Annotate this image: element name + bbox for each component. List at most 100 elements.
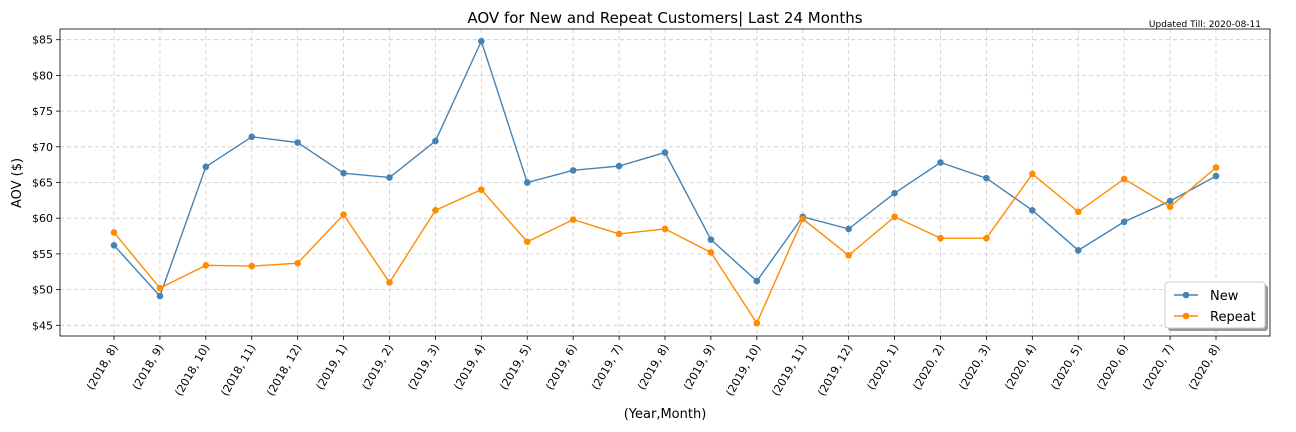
data-point xyxy=(937,159,944,166)
data-point xyxy=(432,207,439,214)
x-tick-label: (2020, 8) xyxy=(1186,342,1223,392)
x-tick-label: (2019, 2) xyxy=(360,342,397,392)
data-point xyxy=(294,259,301,267)
data-point xyxy=(615,162,623,170)
data-point xyxy=(156,284,164,292)
x-tick-label: (2019, 9) xyxy=(681,342,718,392)
data-point xyxy=(983,234,990,242)
data-point xyxy=(707,236,715,243)
data-point xyxy=(707,249,715,256)
x-tick-label: (2019, 8) xyxy=(635,342,672,392)
x-tick-label: (2019, 6) xyxy=(543,342,580,392)
data-point xyxy=(1029,170,1036,178)
data-point xyxy=(478,186,485,193)
data-point xyxy=(248,262,256,270)
x-tick-label: (2019, 10) xyxy=(723,342,763,398)
data-point xyxy=(478,37,485,45)
data-point xyxy=(432,137,439,145)
data-point xyxy=(661,225,669,233)
legend-label: New xyxy=(1210,289,1239,304)
data-point xyxy=(340,169,347,177)
data-point xyxy=(799,215,807,223)
grid-lines xyxy=(60,29,1270,336)
data-point xyxy=(845,252,852,259)
data-point xyxy=(1120,218,1128,226)
data-point xyxy=(891,189,898,197)
data-point xyxy=(340,211,347,218)
legend: New Repeat xyxy=(1164,281,1268,331)
x-tick-label: (2019, 4) xyxy=(451,342,488,392)
y-tick-label: $65 xyxy=(32,177,53,190)
x-tick-label: (2020, 6) xyxy=(1094,342,1131,392)
y-tick-label: $50 xyxy=(32,284,53,297)
legend-swatch-marker xyxy=(1182,291,1190,299)
x-tick-label: (2018, 12) xyxy=(264,342,304,398)
x-tick-label: (2018, 8) xyxy=(84,342,121,392)
data-point xyxy=(1212,164,1220,171)
data-point xyxy=(569,216,577,223)
data-point xyxy=(1074,247,1082,254)
data-point xyxy=(1166,197,1174,205)
data-point xyxy=(1074,208,1082,216)
data-point xyxy=(294,139,301,146)
data-point xyxy=(983,174,990,182)
data-point xyxy=(845,225,852,233)
data-point xyxy=(248,133,256,141)
data-point xyxy=(110,242,118,249)
x-tick-label: (2018, 10) xyxy=(172,342,212,398)
x-tick-label: (2019, 7) xyxy=(589,342,626,392)
y-tick-label: $45 xyxy=(32,319,53,332)
data-point xyxy=(386,174,393,181)
data-point xyxy=(937,234,944,242)
legend-label: Repeat xyxy=(1210,310,1256,325)
data-point xyxy=(202,163,210,171)
data-point xyxy=(1029,207,1036,214)
legend-swatch-marker xyxy=(1182,312,1190,320)
x-tick-label: (2019, 5) xyxy=(497,342,534,392)
x-tick-label: (2020, 2) xyxy=(911,342,948,392)
y-tick-label: $75 xyxy=(32,105,53,118)
x-axis-title: (Year,Month) xyxy=(624,407,707,422)
x-tick-label: (2018, 11) xyxy=(218,342,258,398)
data-point xyxy=(523,179,531,186)
series-layer xyxy=(110,37,1220,327)
data-point xyxy=(1212,172,1220,180)
data-point xyxy=(891,213,898,221)
data-point xyxy=(110,229,118,236)
y-axis: $45 $50 $55 $60 $65 $70 $75 $80 $85 xyxy=(32,34,60,332)
x-axis: (2018, 8) (2018, 9) (2018, 10) (2018, 11) (2… xyxy=(84,336,1223,398)
data-point xyxy=(386,279,393,286)
x-tick-label: (2020, 5) xyxy=(1048,342,1085,392)
x-tick-label: (2018, 9) xyxy=(130,342,167,392)
x-tick-label: (2020, 7) xyxy=(1140,342,1177,392)
y-tick-label: $85 xyxy=(32,34,53,47)
legend-item-new: New xyxy=(1174,289,1239,304)
y-axis-title: AOV ($) xyxy=(10,158,25,208)
x-tick-label: (2019, 11) xyxy=(769,342,809,398)
data-point xyxy=(1120,175,1128,183)
x-tick-label: (2019, 1) xyxy=(314,342,351,392)
data-point xyxy=(156,292,164,300)
y-tick-label: $80 xyxy=(32,69,53,82)
data-point xyxy=(523,238,531,246)
series-repeat xyxy=(110,164,1220,327)
data-point xyxy=(202,262,210,269)
data-point xyxy=(753,277,761,285)
updated-till-note: Updated Till: 2020-08-11 xyxy=(1149,20,1261,30)
data-point xyxy=(753,319,761,327)
data-point xyxy=(615,230,623,238)
series-new xyxy=(110,37,1220,300)
x-tick-label: (2019, 12) xyxy=(815,342,855,398)
x-tick-label: (2019, 3) xyxy=(405,342,442,392)
data-point xyxy=(1166,203,1174,211)
x-tick-label: (2020, 3) xyxy=(956,342,993,392)
y-tick-label: $60 xyxy=(32,212,53,225)
y-tick-label: $70 xyxy=(32,141,53,154)
chart-title: AOV for New and Repeat Customers| Last 2… xyxy=(467,9,862,27)
data-point xyxy=(569,167,577,174)
y-tick-label: $55 xyxy=(32,248,53,261)
data-point xyxy=(661,149,669,156)
x-tick-label: (2020, 1) xyxy=(865,342,902,392)
legend-item-repeat: Repeat xyxy=(1174,310,1256,325)
